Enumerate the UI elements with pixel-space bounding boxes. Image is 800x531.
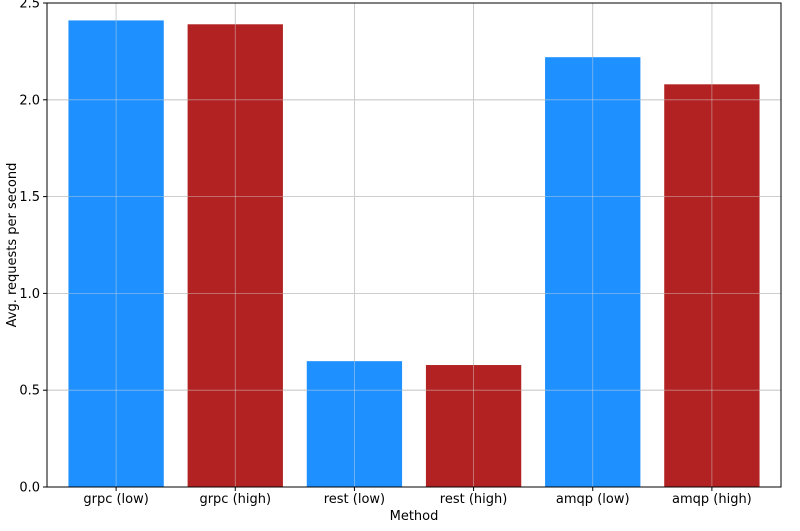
y-axis-label: Avg. requests per second: [5, 163, 20, 328]
y-tick-label: 0.5: [19, 384, 40, 399]
x-axis-label: Method: [390, 509, 439, 524]
x-tick-label: rest (low): [324, 492, 385, 507]
x-tick-label: rest (high): [440, 492, 508, 507]
x-tick-label: amqp (low): [556, 492, 630, 507]
y-tick-label: 1.0: [19, 287, 40, 302]
y-tick-label: 1.5: [19, 190, 40, 205]
ticks: 0.0 0.5 1.0 1.5 2.0 2.5 grpc (low) grpc (high) r…: [19, 0, 751, 507]
x-tick-label: grpc (low): [83, 492, 148, 507]
plot-frame: [46, 2, 782, 488]
y-tick-label: 0.0: [19, 481, 40, 496]
bars: [47, 2, 781, 488]
x-tick-label: amqp (high): [672, 492, 752, 507]
x-tick-label: grpc (high): [199, 492, 271, 507]
y-tick-label: 2.5: [19, 0, 40, 12]
y-tick-label: 2.0: [19, 93, 40, 108]
